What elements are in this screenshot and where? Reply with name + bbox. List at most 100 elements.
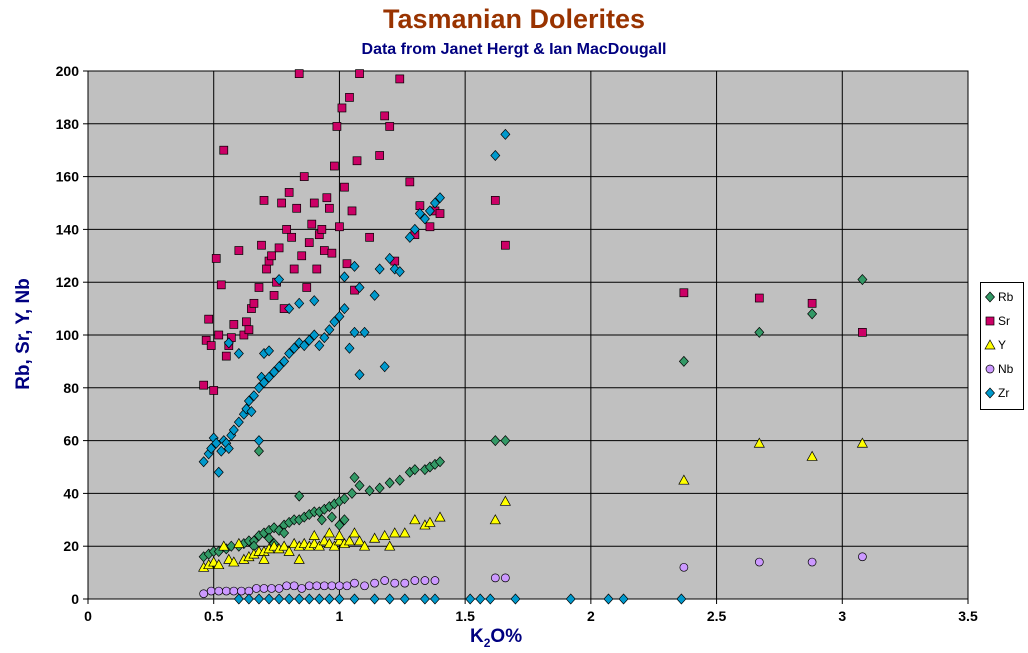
x-tick-label: 0.5	[204, 608, 224, 624]
data-point-sr	[347, 206, 357, 216]
data-point-y	[343, 535, 356, 546]
data-point-zr	[339, 303, 350, 315]
data-point-rb	[339, 493, 350, 505]
data-point-zr	[419, 213, 430, 225]
data-point-nb	[289, 581, 299, 591]
data-point-sr	[385, 122, 395, 131]
data-point-sr	[380, 111, 390, 121]
legend-item-zr: Zr	[984, 384, 1024, 402]
legend-item-sr: Sr	[984, 312, 1024, 330]
x-tick-label: 3.5	[958, 608, 978, 624]
legend-item-rb: Rb	[984, 288, 1024, 306]
data-point-zr	[309, 295, 320, 307]
data-point-sr	[425, 222, 435, 232]
x-tick-label: 1.5	[455, 608, 475, 624]
data-point-nb	[501, 573, 510, 583]
data-point-y	[379, 529, 391, 540]
data-point-zr	[259, 376, 269, 389]
data-point-sr	[342, 259, 352, 269]
data-point-zr	[304, 334, 315, 346]
data-point-zr	[344, 342, 355, 354]
x-axis-label-main: K	[470, 626, 484, 647]
data-point-nb	[319, 581, 329, 591]
data-point-sr	[267, 251, 276, 261]
data-point-sr	[214, 330, 224, 340]
y-tick-label: 60	[63, 433, 79, 449]
legend-symbol-zr	[985, 387, 995, 399]
data-point-zr	[430, 197, 440, 209]
data-point-y	[218, 540, 230, 551]
data-point-zr	[274, 593, 285, 605]
data-point-y	[313, 540, 325, 551]
data-point-rb	[754, 326, 765, 338]
data-point-sr	[327, 248, 337, 258]
data-point-y	[293, 553, 305, 564]
data-point-nb	[400, 578, 410, 588]
data-point-y	[358, 540, 371, 551]
y-tick-label: 180	[56, 116, 80, 132]
data-point-sr	[269, 291, 279, 300]
data-point-zr	[404, 231, 415, 243]
legend-label-y: Y	[998, 338, 1007, 352]
x-tick-label: 1	[336, 608, 344, 624]
data-point-nb	[380, 576, 390, 585]
data-point-zr	[349, 593, 360, 605]
data-point-nb	[274, 584, 284, 593]
data-point-sr	[307, 219, 317, 229]
data-point-nb	[304, 581, 314, 591]
legend-item-nb: Nb	[984, 360, 1024, 378]
data-point-rb	[279, 527, 290, 539]
data-point-nb	[312, 581, 322, 591]
data-point-sr	[244, 325, 254, 335]
data-point-zr	[314, 340, 325, 352]
chart-subtitle: Data from Janet Hergt & Ian MacDougall	[361, 41, 667, 58]
data-point-nb	[229, 586, 239, 596]
data-point-rb	[316, 514, 327, 526]
data-point-sr	[284, 188, 294, 197]
data-point-zr	[334, 593, 345, 605]
data-point-nb	[858, 552, 867, 562]
legend-marker-sr	[985, 316, 995, 326]
data-point-nb	[679, 562, 689, 572]
data-point-zr	[485, 593, 496, 605]
data-point-zr	[435, 192, 445, 204]
y-tick-label: 0	[71, 591, 79, 607]
data-point-zr	[264, 345, 274, 357]
data-point-sr	[297, 251, 307, 261]
legend-symbol-y	[984, 339, 996, 350]
data-point-sr	[490, 196, 500, 205]
data-point-zr	[304, 593, 315, 605]
legend-label-nb: Nb	[998, 362, 1014, 376]
data-point-sr	[289, 264, 299, 274]
data-point-zr	[339, 271, 350, 283]
data-point-zr	[248, 390, 259, 402]
x-axis-label: K2O%	[470, 626, 522, 650]
data-point-y	[258, 553, 270, 564]
data-point-y	[353, 535, 366, 546]
data-point-sr	[375, 151, 385, 160]
data-point-sr	[405, 177, 415, 187]
data-point-sr	[352, 156, 362, 166]
data-point-sr	[199, 380, 209, 390]
data-point-zr	[228, 424, 239, 436]
data-point-zr	[294, 297, 305, 309]
data-point-sr	[242, 317, 251, 327]
data-point-nb	[297, 584, 307, 593]
data-point-zr	[198, 456, 209, 468]
data-point-sr	[322, 193, 332, 203]
legend-label-zr: Zr	[998, 386, 1010, 400]
data-point-zr	[284, 593, 295, 605]
data-point-sr	[254, 283, 264, 292]
data-point-rb	[254, 445, 264, 457]
data-point-sr	[209, 386, 219, 395]
data-point-zr	[324, 324, 335, 336]
data-point-zr	[274, 274, 285, 286]
data-point-zr	[399, 593, 410, 605]
data-point-rb	[364, 485, 375, 497]
data-point-zr	[349, 326, 360, 338]
data-point-sr	[317, 225, 327, 234]
data-point-zr	[510, 593, 521, 605]
data-point-nb	[327, 581, 337, 591]
data-point-nb	[360, 581, 369, 591]
data-point-sr	[292, 203, 302, 213]
